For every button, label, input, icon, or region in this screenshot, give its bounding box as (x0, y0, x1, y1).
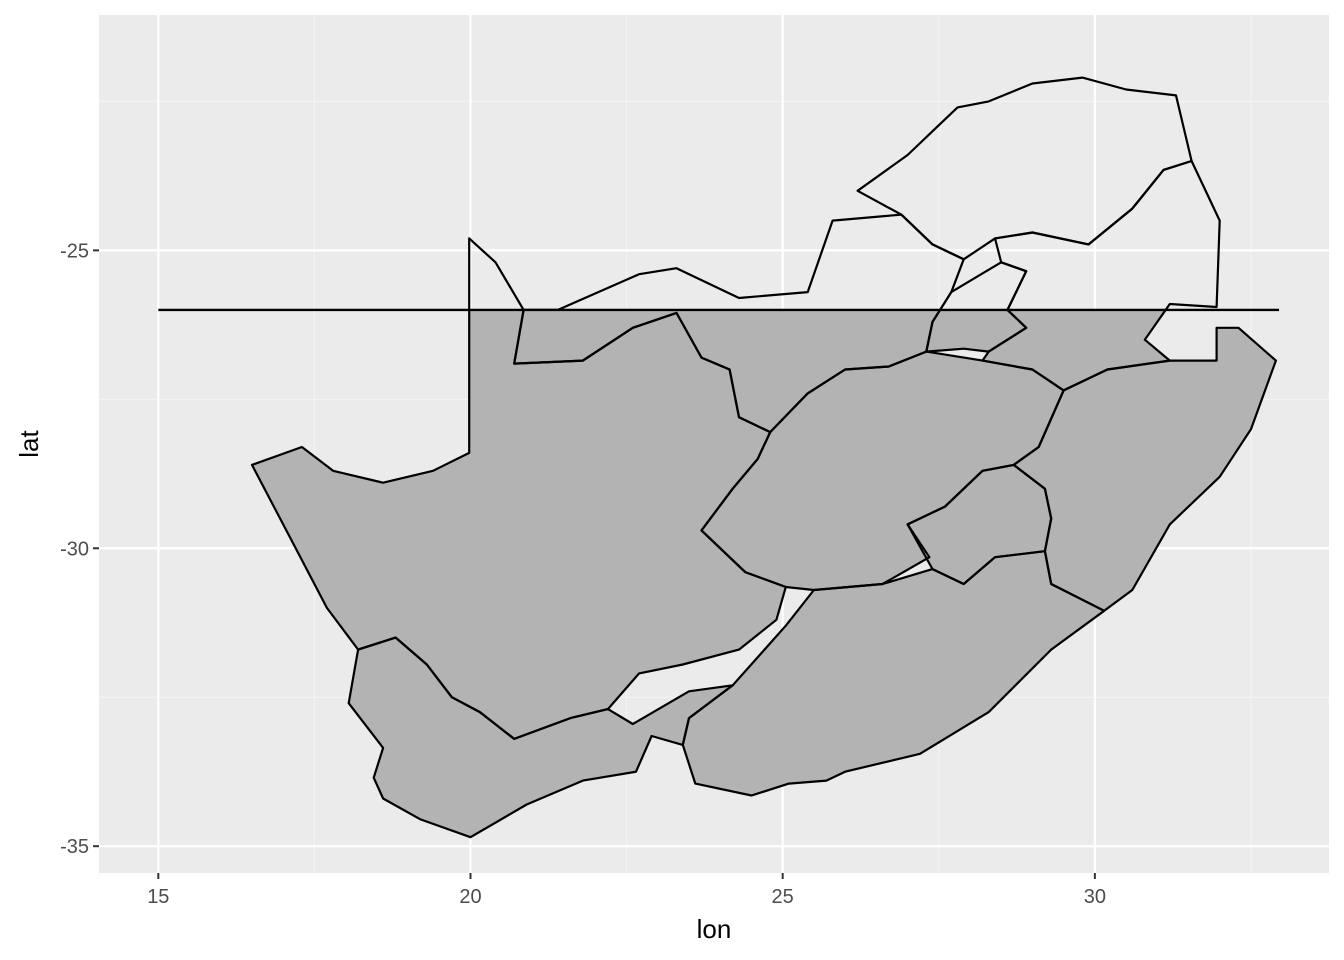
x-tick-label: 20 (459, 886, 481, 908)
region-fill-eastern-cape (682, 551, 1105, 796)
x-axis-title: lon (697, 914, 732, 944)
region-fill-north-west (514, 309, 941, 433)
region-border-mpumalanga (981, 159, 1221, 392)
region-borders (250, 76, 1277, 839)
region-fill-northern-cape (252, 309, 786, 739)
x-axis-ticks: 15 20 25 30 (147, 873, 1106, 908)
x-tick-label: 30 (1084, 886, 1106, 908)
y-tick-label: -35 (60, 836, 89, 858)
region-fill-free-state (701, 351, 1064, 590)
region-border-eastern-cape (681, 550, 1106, 797)
x-tick-label: 25 (772, 886, 794, 908)
y-tick-label: -25 (60, 240, 89, 262)
y-axis-title: lat (14, 429, 44, 457)
y-axis-ticks: -25 -30 -35 (60, 240, 99, 858)
region-fill-gauteng (926, 309, 1027, 352)
region-border-kwazulu-natal (1012, 326, 1277, 612)
region-fill-kwazulu-natal (1013, 327, 1276, 611)
region-fills (252, 309, 1276, 838)
region-fill-mpumalanga (982, 309, 1170, 391)
x-tick-label: 15 (147, 886, 169, 908)
region-fill-western-cape (348, 637, 733, 838)
y-tick-label: -30 (60, 538, 89, 560)
